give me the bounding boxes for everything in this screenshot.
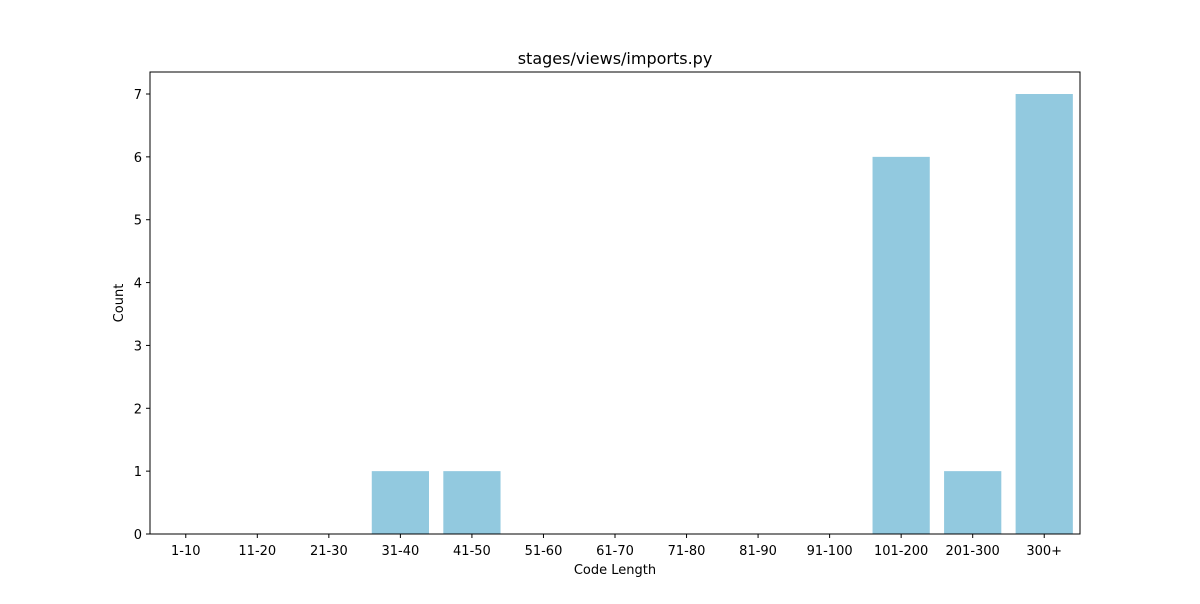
bar-300+	[1015, 94, 1073, 534]
x-tick-label: 21-30	[310, 544, 348, 559]
x-tick-label: 51-60	[525, 544, 563, 559]
x-tick-label: 91-100	[807, 544, 853, 559]
y-tick-label: 7	[134, 88, 142, 103]
x-tick-label: 11-20	[238, 544, 276, 559]
x-tick-label: 101-200	[874, 544, 928, 559]
x-tick-label: 61-70	[596, 544, 634, 559]
y-tick-label: 2	[134, 402, 142, 417]
bar-101-200	[872, 156, 930, 534]
x-tick-label: 41-50	[453, 544, 491, 559]
x-tick-label: 31-40	[381, 544, 419, 559]
y-axis: 0 1 2 3 4 5 6 7	[134, 88, 150, 543]
x-tick-label: 71-80	[668, 544, 706, 559]
y-tick-label: 1	[134, 465, 142, 480]
x-tick-label: 81-90	[739, 544, 777, 559]
y-tick-label: 3	[134, 339, 142, 354]
bar-41-50	[443, 471, 501, 534]
chart-title: stages/views/imports.py	[518, 49, 713, 68]
bar-31-40	[371, 471, 429, 534]
y-tick-label: 6	[134, 151, 142, 166]
bar-201-300	[944, 471, 1002, 534]
y-tick-label: 4	[134, 277, 142, 292]
x-tick-label: 300+	[1026, 544, 1062, 559]
y-tick-label: 0	[134, 528, 142, 543]
x-tick-label: 201-300	[946, 544, 1000, 559]
x-tick-label: 1-10	[171, 544, 201, 559]
bars-layer	[371, 94, 1073, 534]
plot-frame	[149, 71, 1081, 535]
y-axis-label: Count	[112, 284, 127, 323]
x-axis: 1-10 11-20 21-30 31-40 41-50 51-60 61-70 71-80 8…	[171, 534, 1062, 559]
x-axis-label: Code Length	[574, 563, 656, 578]
y-tick-label: 5	[134, 214, 142, 229]
